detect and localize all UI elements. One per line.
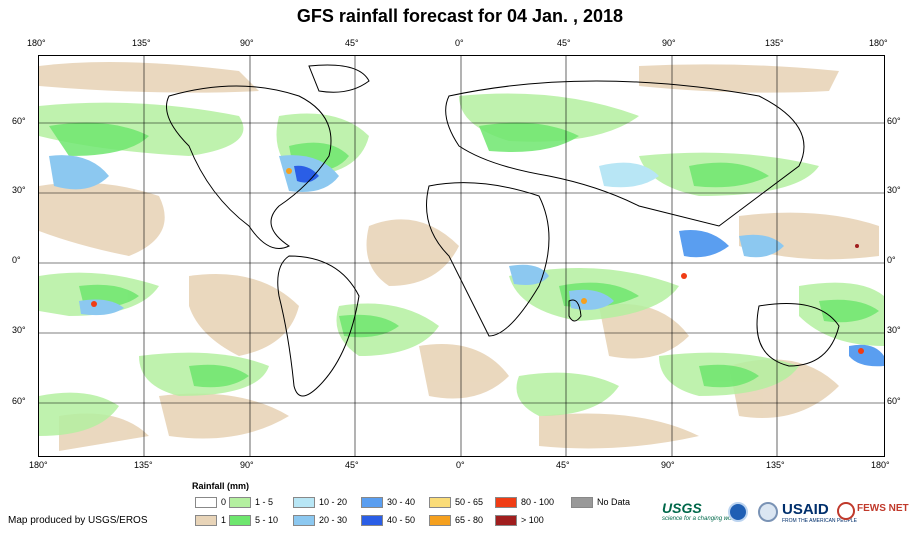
legend-title: Rainfall (mm) [192,481,250,491]
usaid-tagline: FROM THE AMERICAN PEOPLE [782,518,857,524]
legend-swatch [195,515,217,526]
lat-label: 60° [12,116,26,126]
legend-swatch [195,497,217,508]
legend-swatch [361,497,383,508]
lon-label: 180° [871,460,890,470]
lon-label: 180° [27,38,46,48]
lon-label: 45° [345,460,359,470]
lon-label: 90° [661,460,675,470]
lon-label: 90° [240,38,254,48]
legend-swatch [229,515,251,526]
rain-10-50mm-areas [49,155,884,367]
map-title: GFS rainfall forecast for 04 Jan. , 2018 [296,6,624,26]
lon-label: 90° [662,38,676,48]
noaa-logo-icon [728,502,748,522]
rainfall-map [38,55,885,457]
legend-swatch [571,497,593,508]
lon-label: 45° [557,38,571,48]
legend-label: > 100 [521,515,544,525]
lat-label: 60° [887,396,901,406]
legend-swatch [495,515,517,526]
usaid-logo: USAID FROM THE AMERICAN PEOPLE [782,501,857,524]
usgs-logo: USGS science for a changing world [662,500,738,522]
credit-text: Map produced by USGS/EROS [8,515,148,526]
legend-swatch [293,497,315,508]
legend-label: 80 - 100 [521,497,555,507]
legend-label: 20 - 30 [319,515,348,525]
continent-outlines [166,64,840,397]
legend-label: 10 - 20 [319,497,348,507]
legend-label: 30 - 40 [387,497,416,507]
legend-label: 65 - 80 [455,515,484,525]
lon-label: 45° [556,460,570,470]
legend-swatch [429,497,451,508]
legend-label: No Data [597,497,631,507]
legend-label: 0 [221,497,227,507]
fews-net-logo: FEWS NET [857,503,909,514]
lon-label: 135° [766,460,785,470]
lat-label: 30° [12,325,26,335]
legend-label: 40 - 50 [387,515,416,525]
lat-label: 30° [12,185,26,195]
usgs-logo-text: USGS [662,500,702,516]
lon-label: 135° [134,460,153,470]
fews-globe-icon [837,502,855,520]
legend-label: 50 - 65 [455,497,484,507]
lon-label: 180° [869,38,888,48]
rain-5-10mm-areas [49,122,879,388]
lon-label: 0° [455,38,464,48]
rain-1mm-areas [39,62,879,451]
legend-swatch [293,515,315,526]
lat-label: 0° [887,255,896,265]
lat-label: 60° [887,116,901,126]
lat-label: 60° [12,396,26,406]
lon-label: 90° [240,460,254,470]
legend-swatch [429,515,451,526]
lon-label: 0° [456,460,465,470]
lat-label: 30° [887,325,901,335]
agency-seal-icon [758,502,778,522]
legend-label: 5 - 10 [255,515,279,525]
legend-swatch [495,497,517,508]
legend-label: 1 - 5 [255,497,274,507]
usgs-tagline: science for a changing world [662,516,739,522]
usaid-logo-text: USAID [782,501,829,518]
lon-label: 135° [765,38,784,48]
lon-label: 135° [132,38,151,48]
lat-label: 30° [887,185,901,195]
lat-label: 0° [12,255,21,265]
graticule [39,56,884,456]
legend-swatch [361,515,383,526]
legend-label: 1 [221,515,227,525]
rain-heavy-spots [91,168,864,354]
lon-label: 45° [345,38,359,48]
legend-swatch [229,497,251,508]
lon-label: 180° [29,460,48,470]
